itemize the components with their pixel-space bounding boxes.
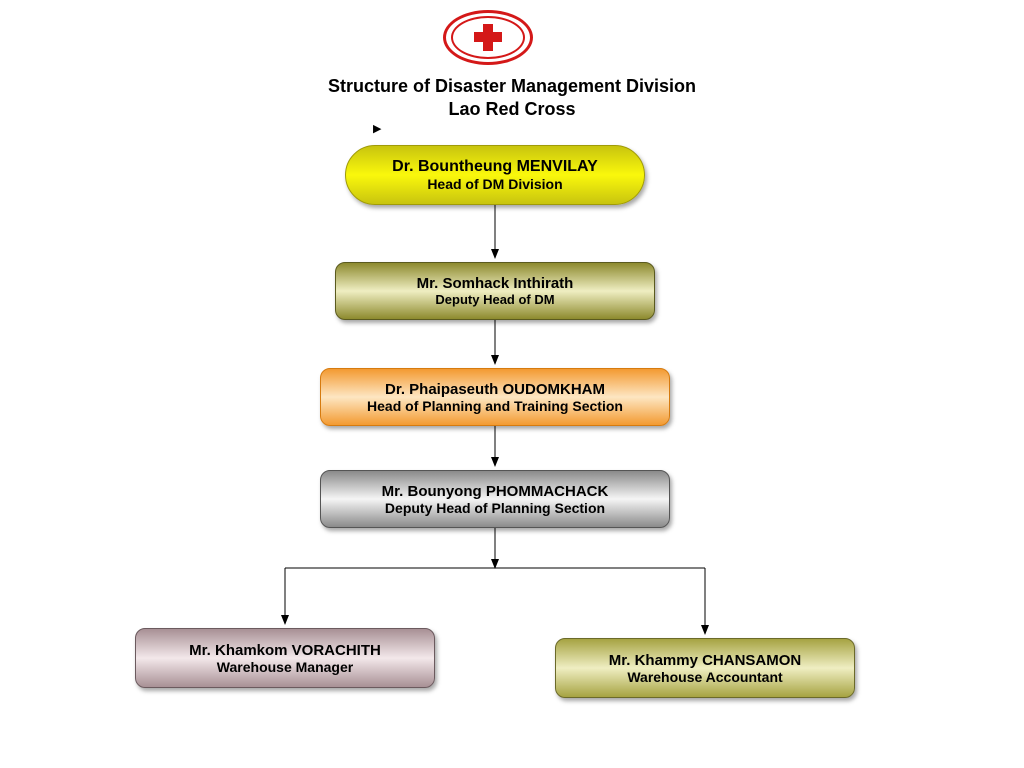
org-node-planning-head: Dr. Phaipaseuth OUDOMKHAMHead of Plannin… (320, 368, 670, 426)
node-name-planning-deputy: Mr. Bounyong PHOMMACHACK (382, 483, 609, 500)
node-name-head: Dr. Bountheung MENVILAY (392, 158, 598, 176)
org-node-warehouse-mgr: Mr. Khamkom VORACHITHWarehouse Manager (135, 628, 435, 688)
node-role-planning-head: Head of Planning and Training Section (367, 398, 623, 414)
org-node-head: Dr. Bountheung MENVILAYHead of DM Divisi… (345, 145, 645, 205)
org-node-planning-deputy: Mr. Bounyong PHOMMACHACKDeputy Head of P… (320, 470, 670, 528)
node-name-planning-head: Dr. Phaipaseuth OUDOMKHAM (385, 381, 605, 398)
node-role-warehouse-acct: Warehouse Accountant (627, 669, 782, 685)
node-role-deputy: Deputy Head of DM (435, 292, 554, 307)
bullet-marker: ▶ (373, 122, 381, 135)
title-line-1: Structure of Disaster Management Divisio… (0, 75, 1024, 98)
node-name-warehouse-acct: Mr. Khammy CHANSAMON (609, 652, 802, 669)
node-role-head: Head of DM Division (427, 176, 562, 192)
org-node-warehouse-acct: Mr. Khammy CHANSAMONWarehouse Accountant (555, 638, 855, 698)
red-cross-logo (443, 10, 533, 65)
page-title: Structure of Disaster Management Divisio… (0, 75, 1024, 122)
logo-cross-horizontal (474, 32, 502, 42)
node-role-planning-deputy: Deputy Head of Planning Section (385, 500, 605, 516)
node-name-deputy: Mr. Somhack Inthirath (417, 275, 574, 292)
org-node-deputy: Mr. Somhack InthirathDeputy Head of DM (335, 262, 655, 320)
title-line-2: Lao Red Cross (0, 98, 1024, 121)
node-role-warehouse-mgr: Warehouse Manager (217, 659, 353, 675)
node-name-warehouse-mgr: Mr. Khamkom VORACHITH (189, 642, 381, 659)
